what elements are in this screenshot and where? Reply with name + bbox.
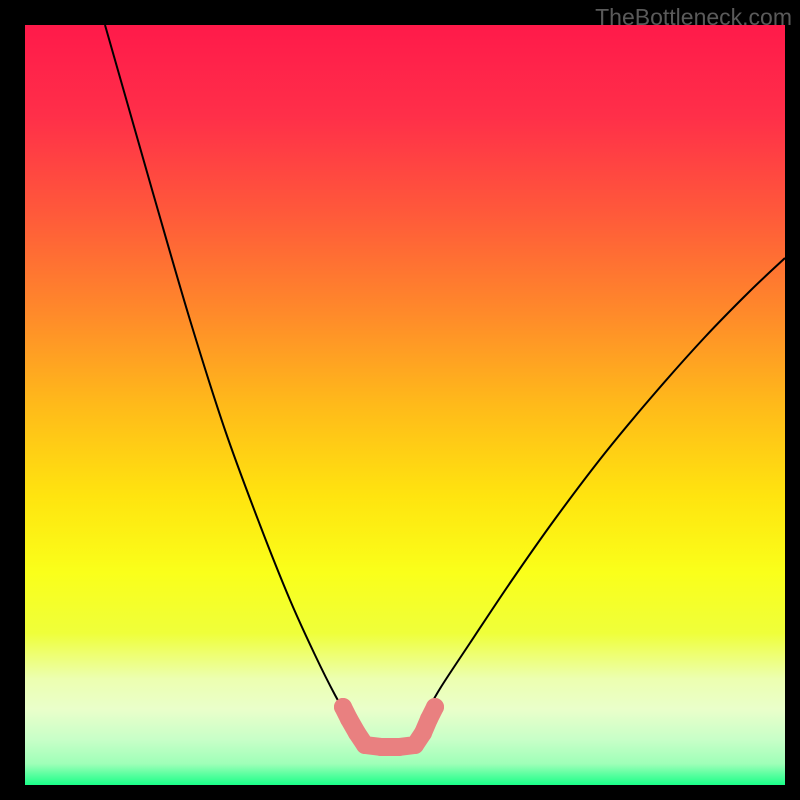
bottleneck-marker-bead [372,738,390,756]
chart-container: TheBottleneck.com [0,0,800,800]
watermark-text: TheBottleneck.com [595,4,792,31]
bottleneck-marker-bead [426,698,444,716]
plot-area [25,25,785,785]
gradient-background [25,25,785,785]
bottleneck-marker-bead [356,736,374,754]
bottleneck-marker-bead [390,738,408,756]
plot-svg [25,25,785,785]
